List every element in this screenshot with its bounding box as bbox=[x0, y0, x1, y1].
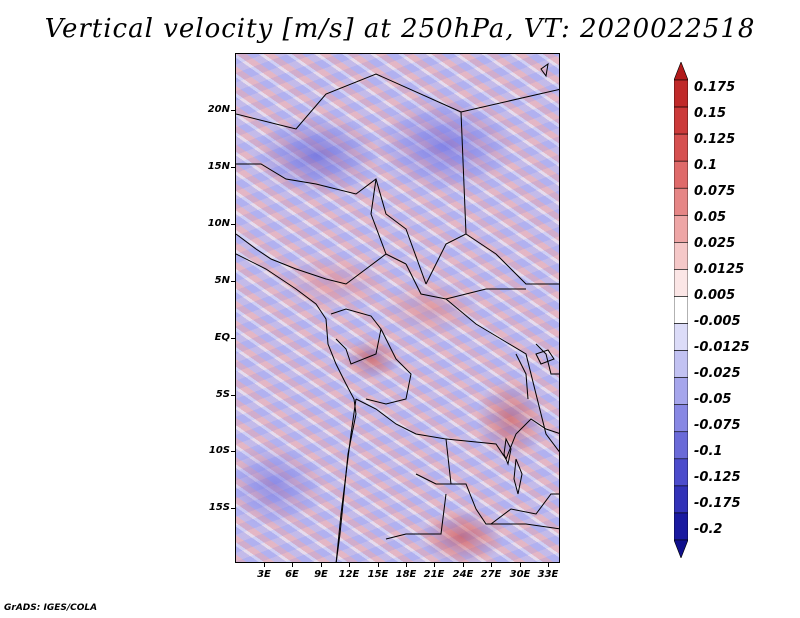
lon-label: 30E bbox=[509, 569, 531, 580]
lon-label: 15E bbox=[367, 569, 389, 580]
lon-tick bbox=[292, 562, 293, 567]
lat-tick bbox=[231, 224, 236, 225]
lon-label: 6E bbox=[285, 569, 299, 580]
colorbar-label: 0.0125 bbox=[694, 262, 745, 277]
colorbar-segment bbox=[674, 512, 688, 541]
colorbar-segment bbox=[674, 269, 688, 297]
lat-label: 20N bbox=[207, 104, 230, 115]
lat-label: 10S bbox=[208, 445, 230, 456]
colorbar-label: -0.175 bbox=[694, 496, 741, 511]
colorbar-label: 0.025 bbox=[694, 236, 736, 251]
colorbar-segment bbox=[674, 323, 688, 351]
colorbar-label: 0.1 bbox=[694, 158, 718, 173]
colorbar-label: 0.075 bbox=[694, 184, 736, 199]
chart-title: Vertical velocity [m/s] at 250hPa, VT: 2… bbox=[44, 14, 756, 44]
lat-tick bbox=[231, 281, 236, 282]
colorbar-segment bbox=[674, 404, 688, 433]
colorbar-segment bbox=[674, 106, 688, 135]
colorbar-label: -0.2 bbox=[694, 522, 723, 537]
lat-tick bbox=[231, 508, 236, 509]
colorbar-bottom-arrow bbox=[674, 539, 688, 558]
colorbar-segment bbox=[674, 79, 688, 108]
lon-label: 33E bbox=[537, 569, 559, 580]
colorbar-segment bbox=[674, 377, 688, 406]
lon-label: 24E bbox=[452, 569, 474, 580]
lon-tick bbox=[321, 562, 322, 567]
lat-label: 15S bbox=[208, 502, 230, 513]
lon-tick bbox=[520, 562, 521, 567]
lat-label: 15N bbox=[207, 161, 230, 172]
colorbar-label: 0.05 bbox=[694, 210, 727, 225]
lat-tick bbox=[231, 338, 236, 339]
lat-tick bbox=[231, 110, 236, 111]
lon-label: 27E bbox=[480, 569, 502, 580]
lon-tick bbox=[548, 562, 549, 567]
colorbar-label: -0.05 bbox=[694, 392, 732, 407]
colorbar-label: 0.125 bbox=[694, 132, 736, 147]
colorbar-segment bbox=[674, 242, 688, 270]
colorbar-top-arrow bbox=[674, 62, 688, 81]
colorbar-label: -0.075 bbox=[694, 418, 741, 433]
lon-tick bbox=[264, 562, 265, 567]
colorbar-segment bbox=[674, 350, 688, 378]
colorbar-label: 0.005 bbox=[694, 288, 736, 303]
lon-tick bbox=[463, 562, 464, 567]
lon-label: 12E bbox=[338, 569, 360, 580]
colorbar-segment bbox=[674, 133, 688, 162]
lon-tick bbox=[378, 562, 379, 567]
colorbar-label: -0.0125 bbox=[694, 340, 750, 355]
lon-label: 3E bbox=[257, 569, 271, 580]
colorbar-segment bbox=[674, 458, 688, 487]
credit-text: GrADS: IGES/COLA bbox=[4, 603, 98, 613]
velocity-map bbox=[235, 53, 560, 563]
lon-tick bbox=[491, 562, 492, 567]
colorbar-label: 0.15 bbox=[694, 106, 727, 121]
lon-tick bbox=[434, 562, 435, 567]
lat-label: 10N bbox=[207, 218, 230, 229]
colorbar-label: -0.1 bbox=[694, 444, 723, 459]
lat-tick bbox=[231, 167, 236, 168]
colorbar-segment bbox=[674, 160, 688, 189]
colorbar-segment bbox=[674, 485, 688, 514]
colorbar-segment bbox=[674, 431, 688, 460]
lon-label: 21E bbox=[423, 569, 445, 580]
country-borders bbox=[236, 62, 559, 562]
lon-tick bbox=[406, 562, 407, 567]
lon-label: 18E bbox=[395, 569, 417, 580]
colorbar-label: -0.005 bbox=[694, 314, 741, 329]
colorbar-label: -0.025 bbox=[694, 366, 741, 381]
colorbar-label: -0.125 bbox=[694, 470, 741, 485]
colorbar-label: 0.175 bbox=[694, 80, 736, 95]
colorbar-segment bbox=[674, 214, 688, 243]
lat-tick bbox=[231, 395, 236, 396]
colorbar-segment bbox=[674, 187, 688, 216]
lat-label: 5N bbox=[214, 275, 230, 286]
lat-label: EQ bbox=[214, 332, 230, 343]
lat-label: 5S bbox=[215, 389, 230, 400]
colorbar bbox=[674, 62, 688, 558]
colorbar-segment bbox=[674, 296, 688, 324]
lon-tick bbox=[349, 562, 350, 567]
lat-tick bbox=[231, 451, 236, 452]
lon-label: 9E bbox=[314, 569, 328, 580]
